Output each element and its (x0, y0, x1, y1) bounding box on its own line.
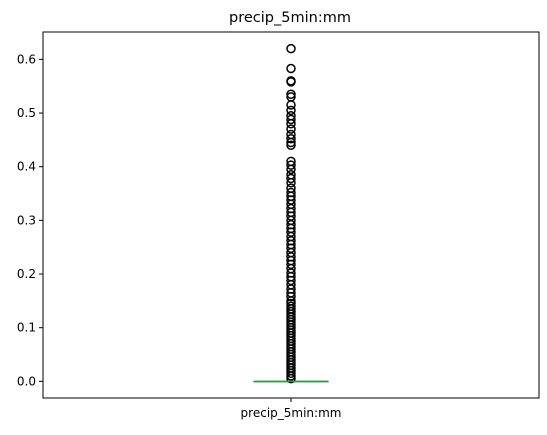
y-tick-label: 0.6 (17, 52, 36, 66)
y-tick-label: 0.5 (17, 106, 36, 120)
outlier-point (286, 140, 296, 150)
outlier-point (286, 173, 296, 184)
outlier-point (286, 164, 296, 175)
outlier-point (286, 291, 296, 302)
outlier-point (286, 114, 296, 125)
outlier-point (286, 124, 296, 134)
outlier-point (286, 160, 296, 170)
chart-title: precip_5min:mm (229, 10, 351, 26)
y-tick-label: 0.0 (17, 374, 36, 388)
outlier-point (286, 63, 296, 74)
y-tick-label: 0.1 (17, 321, 36, 335)
outlier-point (286, 89, 296, 100)
outlier-point (286, 137, 296, 148)
outlier-point (286, 373, 296, 384)
x-tick-label: precip_5min:mm (241, 406, 342, 420)
outlier-point (286, 100, 296, 110)
y-tick-label: 0.4 (17, 160, 36, 174)
outlier-point (286, 371, 296, 381)
x-axis: precip_5min:mm (241, 398, 342, 420)
outlier-point (286, 178, 296, 188)
y-tick-label: 0.3 (17, 213, 36, 227)
y-axis: 0.0 0.1 0.2 0.3 0.4 0.5 0.6 (17, 52, 43, 388)
outlier-point (286, 134, 296, 144)
outlier-point (286, 43, 296, 54)
outlier-point (286, 105, 296, 116)
outlier-point (286, 119, 296, 129)
plot-content (253, 43, 329, 384)
y-tick-label: 0.2 (17, 267, 36, 281)
outlier-point (286, 77, 296, 87)
outlier-point (286, 368, 296, 379)
